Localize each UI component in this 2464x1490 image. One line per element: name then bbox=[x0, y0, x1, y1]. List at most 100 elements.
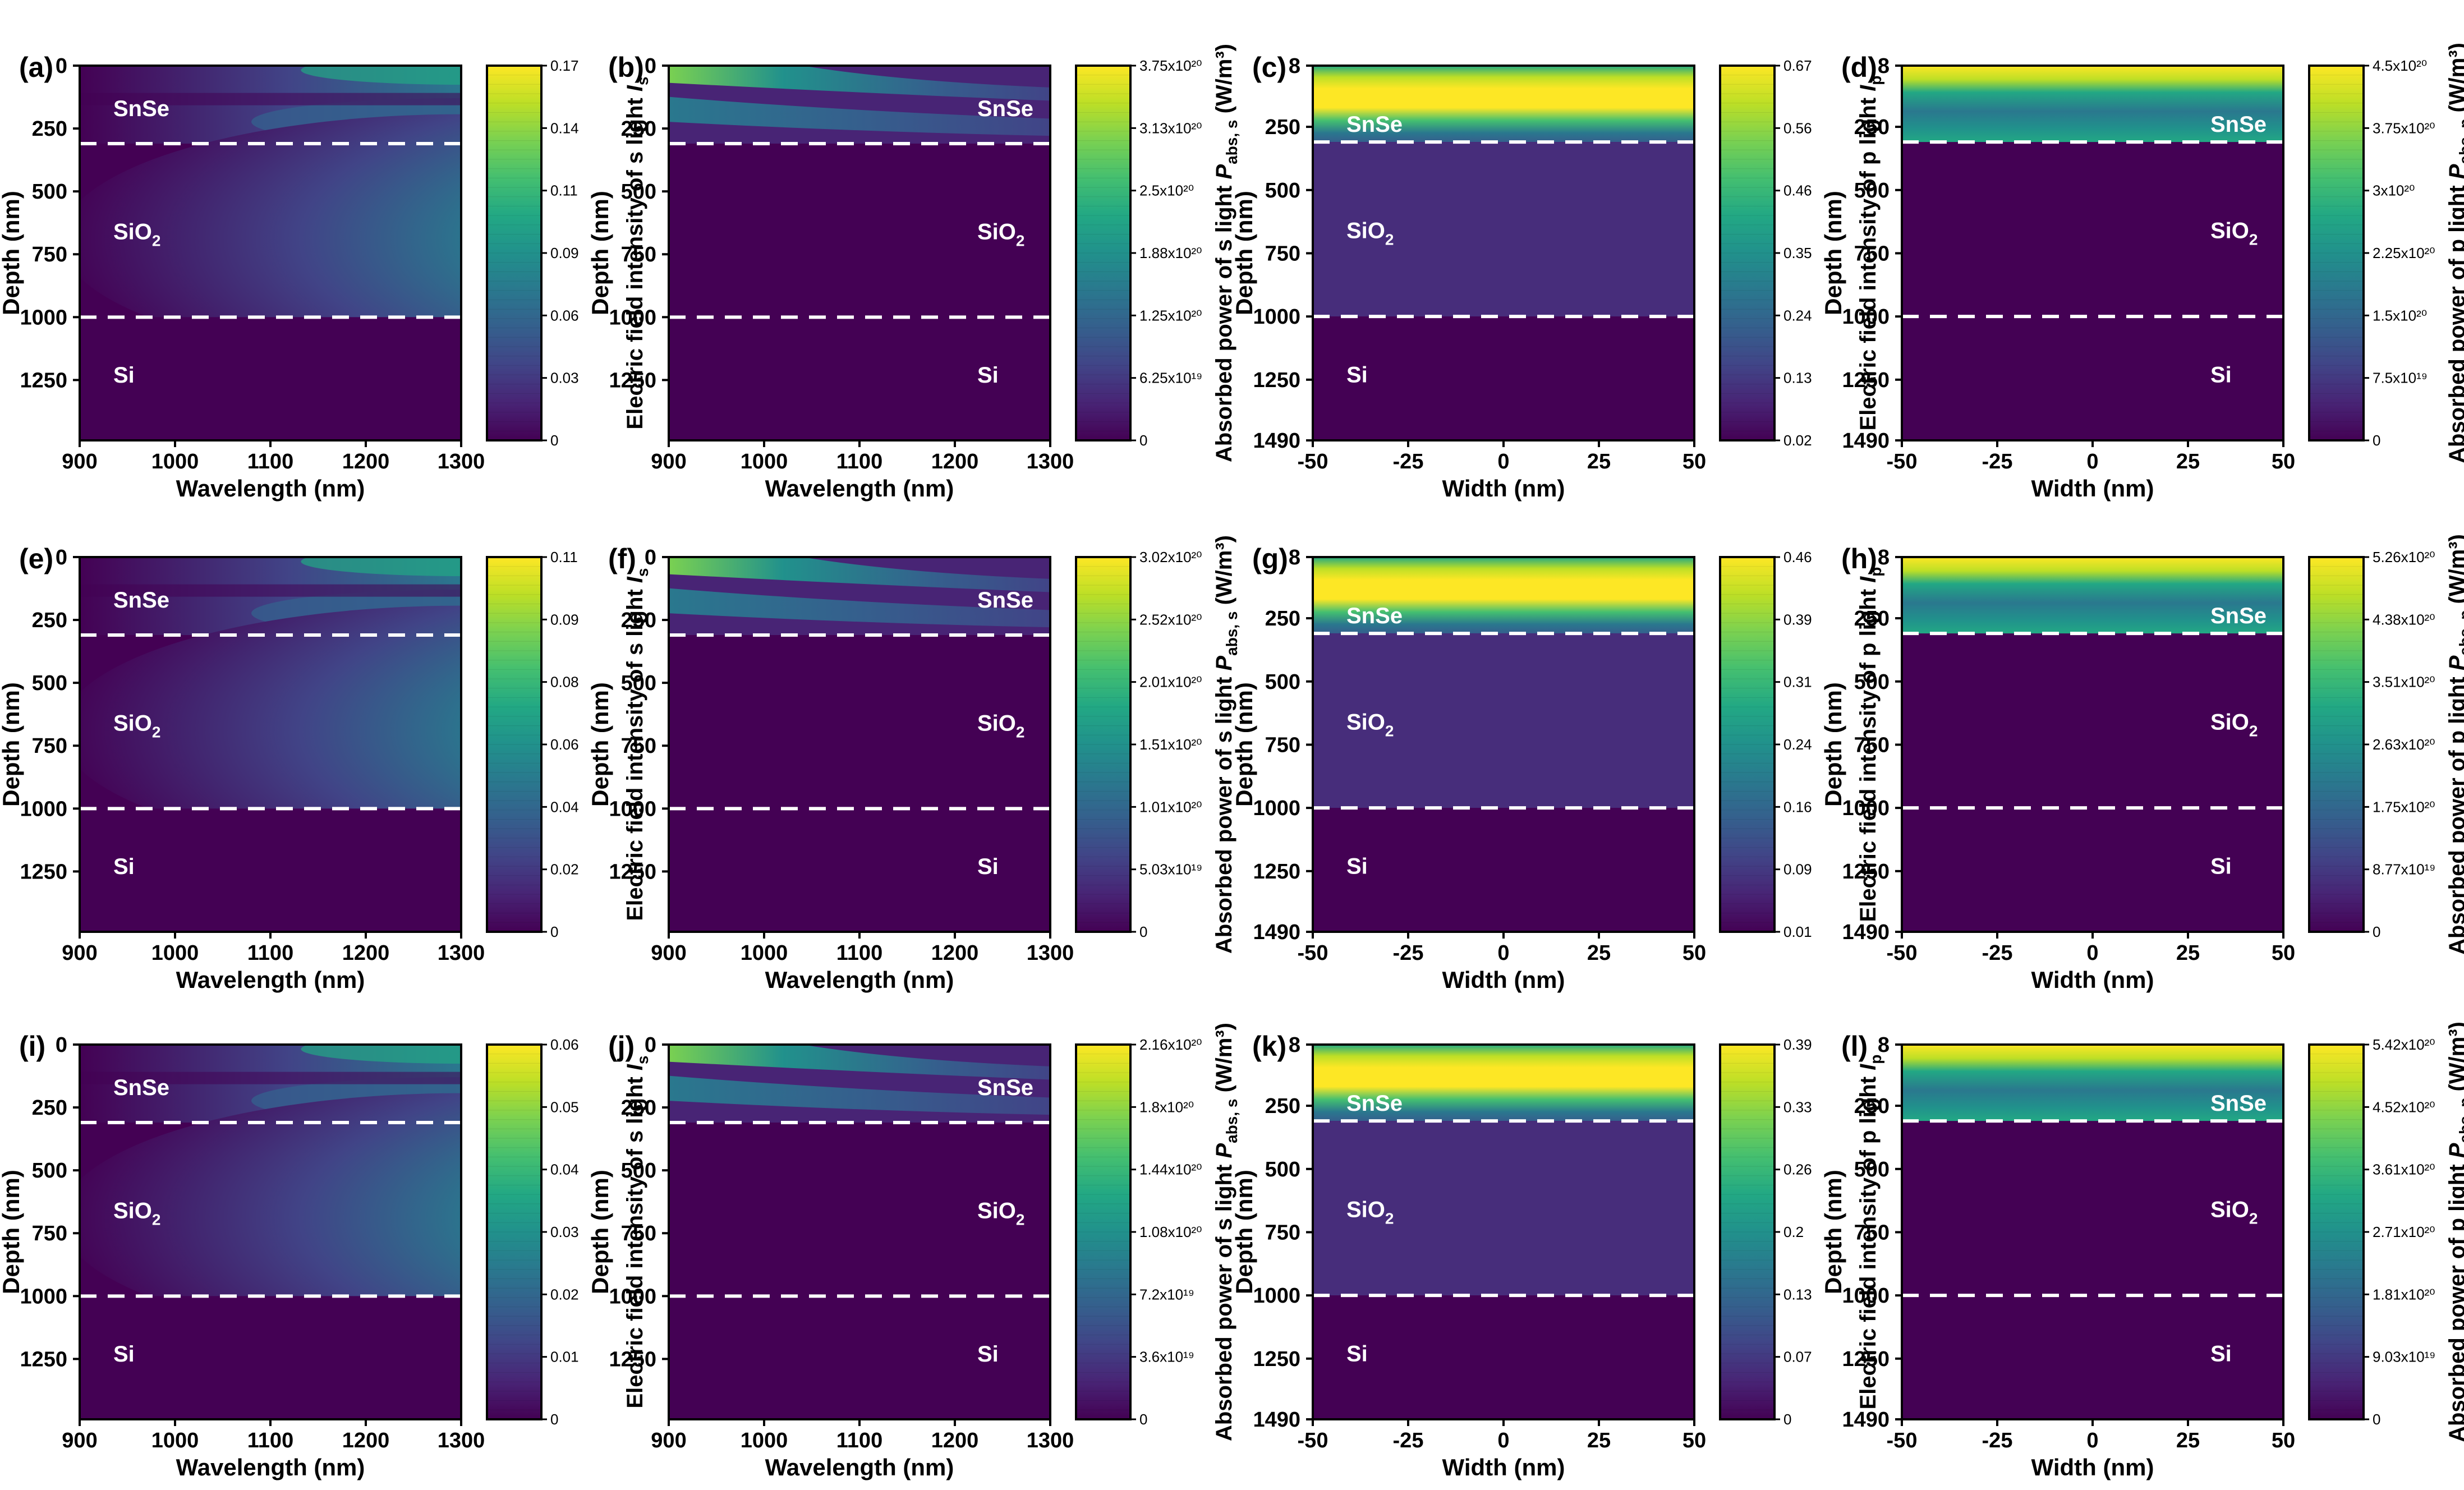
x-axis-label: Width (nm) bbox=[2031, 1454, 2154, 1480]
sio2-field-region bbox=[1313, 633, 1694, 808]
sio2-field-lobe bbox=[80, 114, 461, 365]
layer-label-si: Si bbox=[977, 1342, 999, 1367]
y-tick-label: 500 bbox=[621, 1159, 656, 1183]
x-axis-label: Width (nm) bbox=[2031, 475, 2154, 502]
colorbar-tick-label: 0.56 bbox=[1783, 119, 1812, 136]
colorbar-tick-label: 7.2x10¹⁹ bbox=[1139, 1286, 1194, 1303]
x-axis-label: Wavelength (nm) bbox=[176, 1454, 365, 1480]
panel-label: (d) bbox=[1841, 52, 1877, 83]
colorbar-tick-label: 0.33 bbox=[1783, 1098, 1812, 1115]
layer-label-snse: SnSe bbox=[977, 1075, 1033, 1100]
colorbar-tick-label: 4.38x10²⁰ bbox=[2373, 611, 2435, 628]
heatmap bbox=[669, 66, 1050, 440]
y-tick-label: 8 bbox=[1878, 54, 1890, 78]
y-tick-label: 1000 bbox=[20, 797, 67, 821]
absorption-band-lower bbox=[669, 1075, 1050, 1115]
y-tick-label: 1000 bbox=[1253, 1284, 1300, 1308]
colorbar bbox=[487, 1045, 541, 1419]
colorbar-tick-label: 3.51x10²⁰ bbox=[2373, 674, 2435, 691]
colorbar-tick-label: 0.01 bbox=[550, 1349, 579, 1365]
colorbar-tick-label: 0.07 bbox=[1783, 1349, 1812, 1365]
snse-absorption-region bbox=[1902, 1045, 2283, 1121]
panel-label: (h) bbox=[1841, 543, 1877, 574]
x-axis-label: Wavelength (nm) bbox=[176, 967, 365, 993]
colorbar-label: Electric field intensity of p light Ip bbox=[1856, 76, 1884, 431]
y-tick-label: 1000 bbox=[20, 306, 67, 329]
x-tick-label: 25 bbox=[1587, 1429, 1611, 1452]
y-tick-label: 0 bbox=[645, 546, 656, 569]
y-axis-label: Depth (nm) bbox=[587, 682, 613, 807]
y-tick-label: 750 bbox=[1265, 1221, 1300, 1244]
colorbar-tick-label: 0 bbox=[1139, 1411, 1147, 1428]
y-tick-label: 500 bbox=[1265, 670, 1300, 694]
x-tick-label: 50 bbox=[1682, 1429, 1706, 1452]
heatmap bbox=[80, 557, 461, 932]
x-tick-label: 0 bbox=[1497, 1429, 1509, 1452]
layer-label-snse: SnSe bbox=[1346, 112, 1403, 137]
panel-label: (i) bbox=[19, 1031, 45, 1062]
layer-label-si: Si bbox=[2210, 1341, 2232, 1366]
si-region bbox=[1313, 316, 1694, 440]
y-tick-label: 1000 bbox=[1253, 797, 1300, 820]
colorbar-tick-label: 0.11 bbox=[550, 549, 578, 565]
x-tick-label: 50 bbox=[2272, 941, 2295, 965]
panel-label: (l) bbox=[1841, 1031, 1868, 1062]
y-tick-label: 500 bbox=[1854, 1158, 1890, 1181]
colorbar bbox=[1076, 557, 1130, 932]
panel-label: (j) bbox=[608, 1031, 635, 1062]
si-region bbox=[1313, 1295, 1694, 1419]
colorbar-tick-label: 0 bbox=[550, 1411, 558, 1428]
y-tick-label: 1000 bbox=[609, 1285, 656, 1308]
y-tick-label: 8 bbox=[1878, 1033, 1890, 1057]
x-axis-label: Width (nm) bbox=[2031, 967, 2154, 993]
layer-label-snse: SnSe bbox=[977, 96, 1033, 121]
heatmap bbox=[669, 1045, 1050, 1419]
colorbar-tick-label: 0.14 bbox=[550, 119, 579, 136]
x-tick-label: 1200 bbox=[931, 450, 979, 473]
y-tick-label: 750 bbox=[1265, 242, 1300, 265]
colorbar-tick-label: 2.63x10²⁰ bbox=[2373, 736, 2435, 753]
layer-label-sio2: SiO2 bbox=[1346, 218, 1394, 248]
snse-absorption-region bbox=[1902, 66, 2283, 142]
x-tick-label: -25 bbox=[1393, 941, 1424, 965]
heatmap bbox=[1902, 1045, 2283, 1419]
y-tick-label: 750 bbox=[32, 734, 67, 758]
snse-field-band bbox=[1313, 557, 1694, 634]
layer-label-si: Si bbox=[113, 363, 135, 388]
x-tick-label: 50 bbox=[2272, 1429, 2295, 1452]
colorbar-label: Absorbed power of s light Pabs, s (W/m³) bbox=[1212, 535, 1240, 954]
colorbar-tick-label: 5.26x10²⁰ bbox=[2373, 549, 2435, 565]
y-tick-label: 500 bbox=[1854, 670, 1890, 694]
layer-label-sio2: SiO2 bbox=[977, 219, 1024, 249]
layer-label-snse: SnSe bbox=[2210, 604, 2267, 628]
y-tick-label: 750 bbox=[32, 1222, 67, 1245]
colorbar-tick-label: 5.03x10¹⁹ bbox=[1139, 861, 1202, 878]
panel-label: (c) bbox=[1252, 52, 1286, 83]
colorbar-tick-label: 9.03x10¹⁹ bbox=[2373, 1349, 2435, 1365]
colorbar-tick-label: 0.67 bbox=[1783, 57, 1812, 74]
colorbar bbox=[1076, 1045, 1130, 1419]
x-tick-label: 25 bbox=[2176, 941, 2200, 965]
x-tick-label: 0 bbox=[2086, 1429, 2098, 1452]
panel-i: SnSe SiO2 Si 900 1000 1100 1200 1300 Wavelength … bbox=[0, 1031, 651, 1480]
x-tick-label: -25 bbox=[1393, 1429, 1424, 1452]
y-tick-label: 250 bbox=[621, 117, 656, 141]
colorbar-tick-label: 5.42x10²⁰ bbox=[2373, 1036, 2435, 1053]
absorption-band-upper bbox=[669, 66, 1050, 101]
layer-label-si: Si bbox=[113, 1342, 135, 1367]
x-axis-label: Width (nm) bbox=[1442, 475, 1565, 502]
y-tick-label: 250 bbox=[621, 1096, 656, 1120]
x-tick-label: 900 bbox=[651, 450, 686, 473]
layer-label-snse: SnSe bbox=[113, 96, 169, 121]
snse-node bbox=[80, 1071, 461, 1084]
y-tick-label: 1000 bbox=[609, 797, 656, 821]
colorbar-tick-label: 1.5x10²⁰ bbox=[2373, 307, 2427, 324]
colorbar-label: Absorbed power of p light Pabs, p (W/m³) bbox=[2445, 534, 2464, 955]
colorbar-tick-label: 0.02 bbox=[550, 1286, 579, 1303]
x-tick-label: -25 bbox=[1982, 941, 2013, 965]
colorbar-tick-label: 1.81x10²⁰ bbox=[2373, 1286, 2435, 1303]
sio2-field-lobe bbox=[80, 1093, 461, 1344]
y-tick-label: 750 bbox=[32, 243, 67, 266]
panel-f: SnSe SiO2 Si 900 1000 1100 1200 1300 Wavelength … bbox=[587, 535, 1240, 993]
y-tick-label: 0 bbox=[56, 546, 67, 569]
